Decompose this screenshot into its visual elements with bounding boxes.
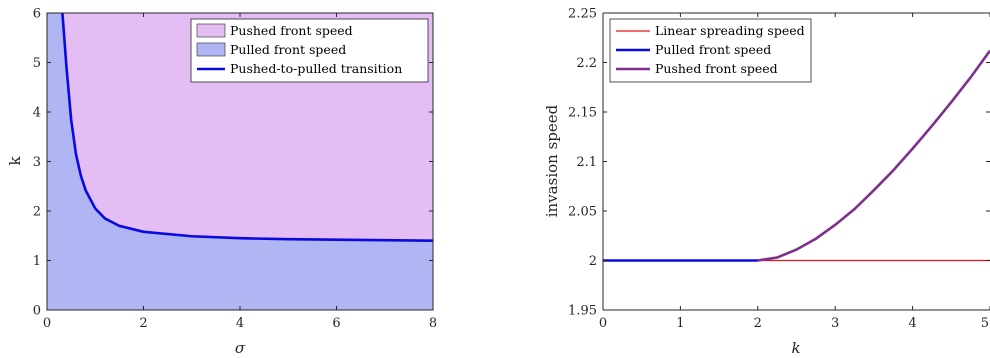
right-x-tick-label: 1 [676,316,684,331]
legend-transition-label: Pushed-to-pulled transition [230,61,402,76]
right-chart: 0 1 2 3 4 5 1.95 2 2.05 2.1 2.15 2.2 2.25 k invasio… [543,7,990,357]
left-chart: 0 2 4 6 8 0 1 2 3 4 5 6 σ k Pushed front speed Pul… [6,7,437,358]
right-x-ticks: 0 1 2 3 4 5 [599,13,990,331]
legend-pulled-speed-label: Pulled front speed [655,42,771,57]
left-x-axis-label: σ [235,339,246,357]
left-x-tick-label: 4 [236,316,244,331]
left-legend: Pushed front speed Pulled front speed Pu… [190,18,429,83]
left-y-tick-label: 0 [33,304,41,319]
left-y-tick-label: 6 [33,7,41,22]
legend-pushed-speed-label: Pushed front speed [655,61,778,76]
right-y-tick-label: 1.95 [568,304,597,319]
legend-pushed-swatch [196,23,226,38]
right-x-tick-label: 2 [754,316,762,331]
right-x-tick-label: 4 [908,316,916,331]
right-y-tick-label: 2.2 [576,56,597,71]
right-y-tick-label: 2.15 [568,106,597,121]
right-y-tick-label: 2.25 [568,7,597,22]
legend-pulled-swatch [196,42,226,57]
right-x-tick-label: 0 [599,316,607,331]
legend-pushed-label: Pushed front speed [230,23,353,38]
series-line-2 [757,49,990,262]
left-x-tick-label: 0 [43,316,51,331]
left-y-tick-label: 1 [33,254,41,269]
left-y-tick-label: 5 [33,56,41,71]
left-x-ticks: 0 2 4 6 8 [43,13,437,331]
left-y-tick-label: 4 [33,106,41,121]
right-y-ticks: 1.95 2 2.05 2.1 2.15 2.2 2.25 [568,7,990,319]
left-legend-box [190,18,429,83]
legend-linear-label: Linear spreading speed [655,23,805,38]
left-x-tick-label: 8 [429,316,437,331]
right-x-axis-label: k [791,339,800,357]
right-legend: Linear spreading speed Pulled front spee… [609,18,812,83]
transition-curve-line [61,13,433,242]
left-y-tick-label: 3 [33,155,41,170]
right-x-tick-label: 3 [831,316,839,331]
left-y-axis-label: k [6,156,24,166]
left-y-ticks: 0 1 2 3 4 5 6 [33,7,433,319]
legend-pulled-label: Pulled front speed [230,42,346,57]
left-pulled-region [47,13,433,310]
right-series-lines [603,49,990,262]
right-y-tick-label: 2.05 [568,205,597,220]
right-y-tick-label: 2.1 [576,155,597,170]
right-y-tick-label: 2 [589,254,597,269]
left-x-tick-label: 6 [332,316,340,331]
left-x-tick-label: 2 [139,316,147,331]
left-y-tick-label: 2 [33,205,41,220]
right-y-axis-label: invasion speed [543,104,561,217]
right-x-tick-label: 5 [981,316,989,331]
